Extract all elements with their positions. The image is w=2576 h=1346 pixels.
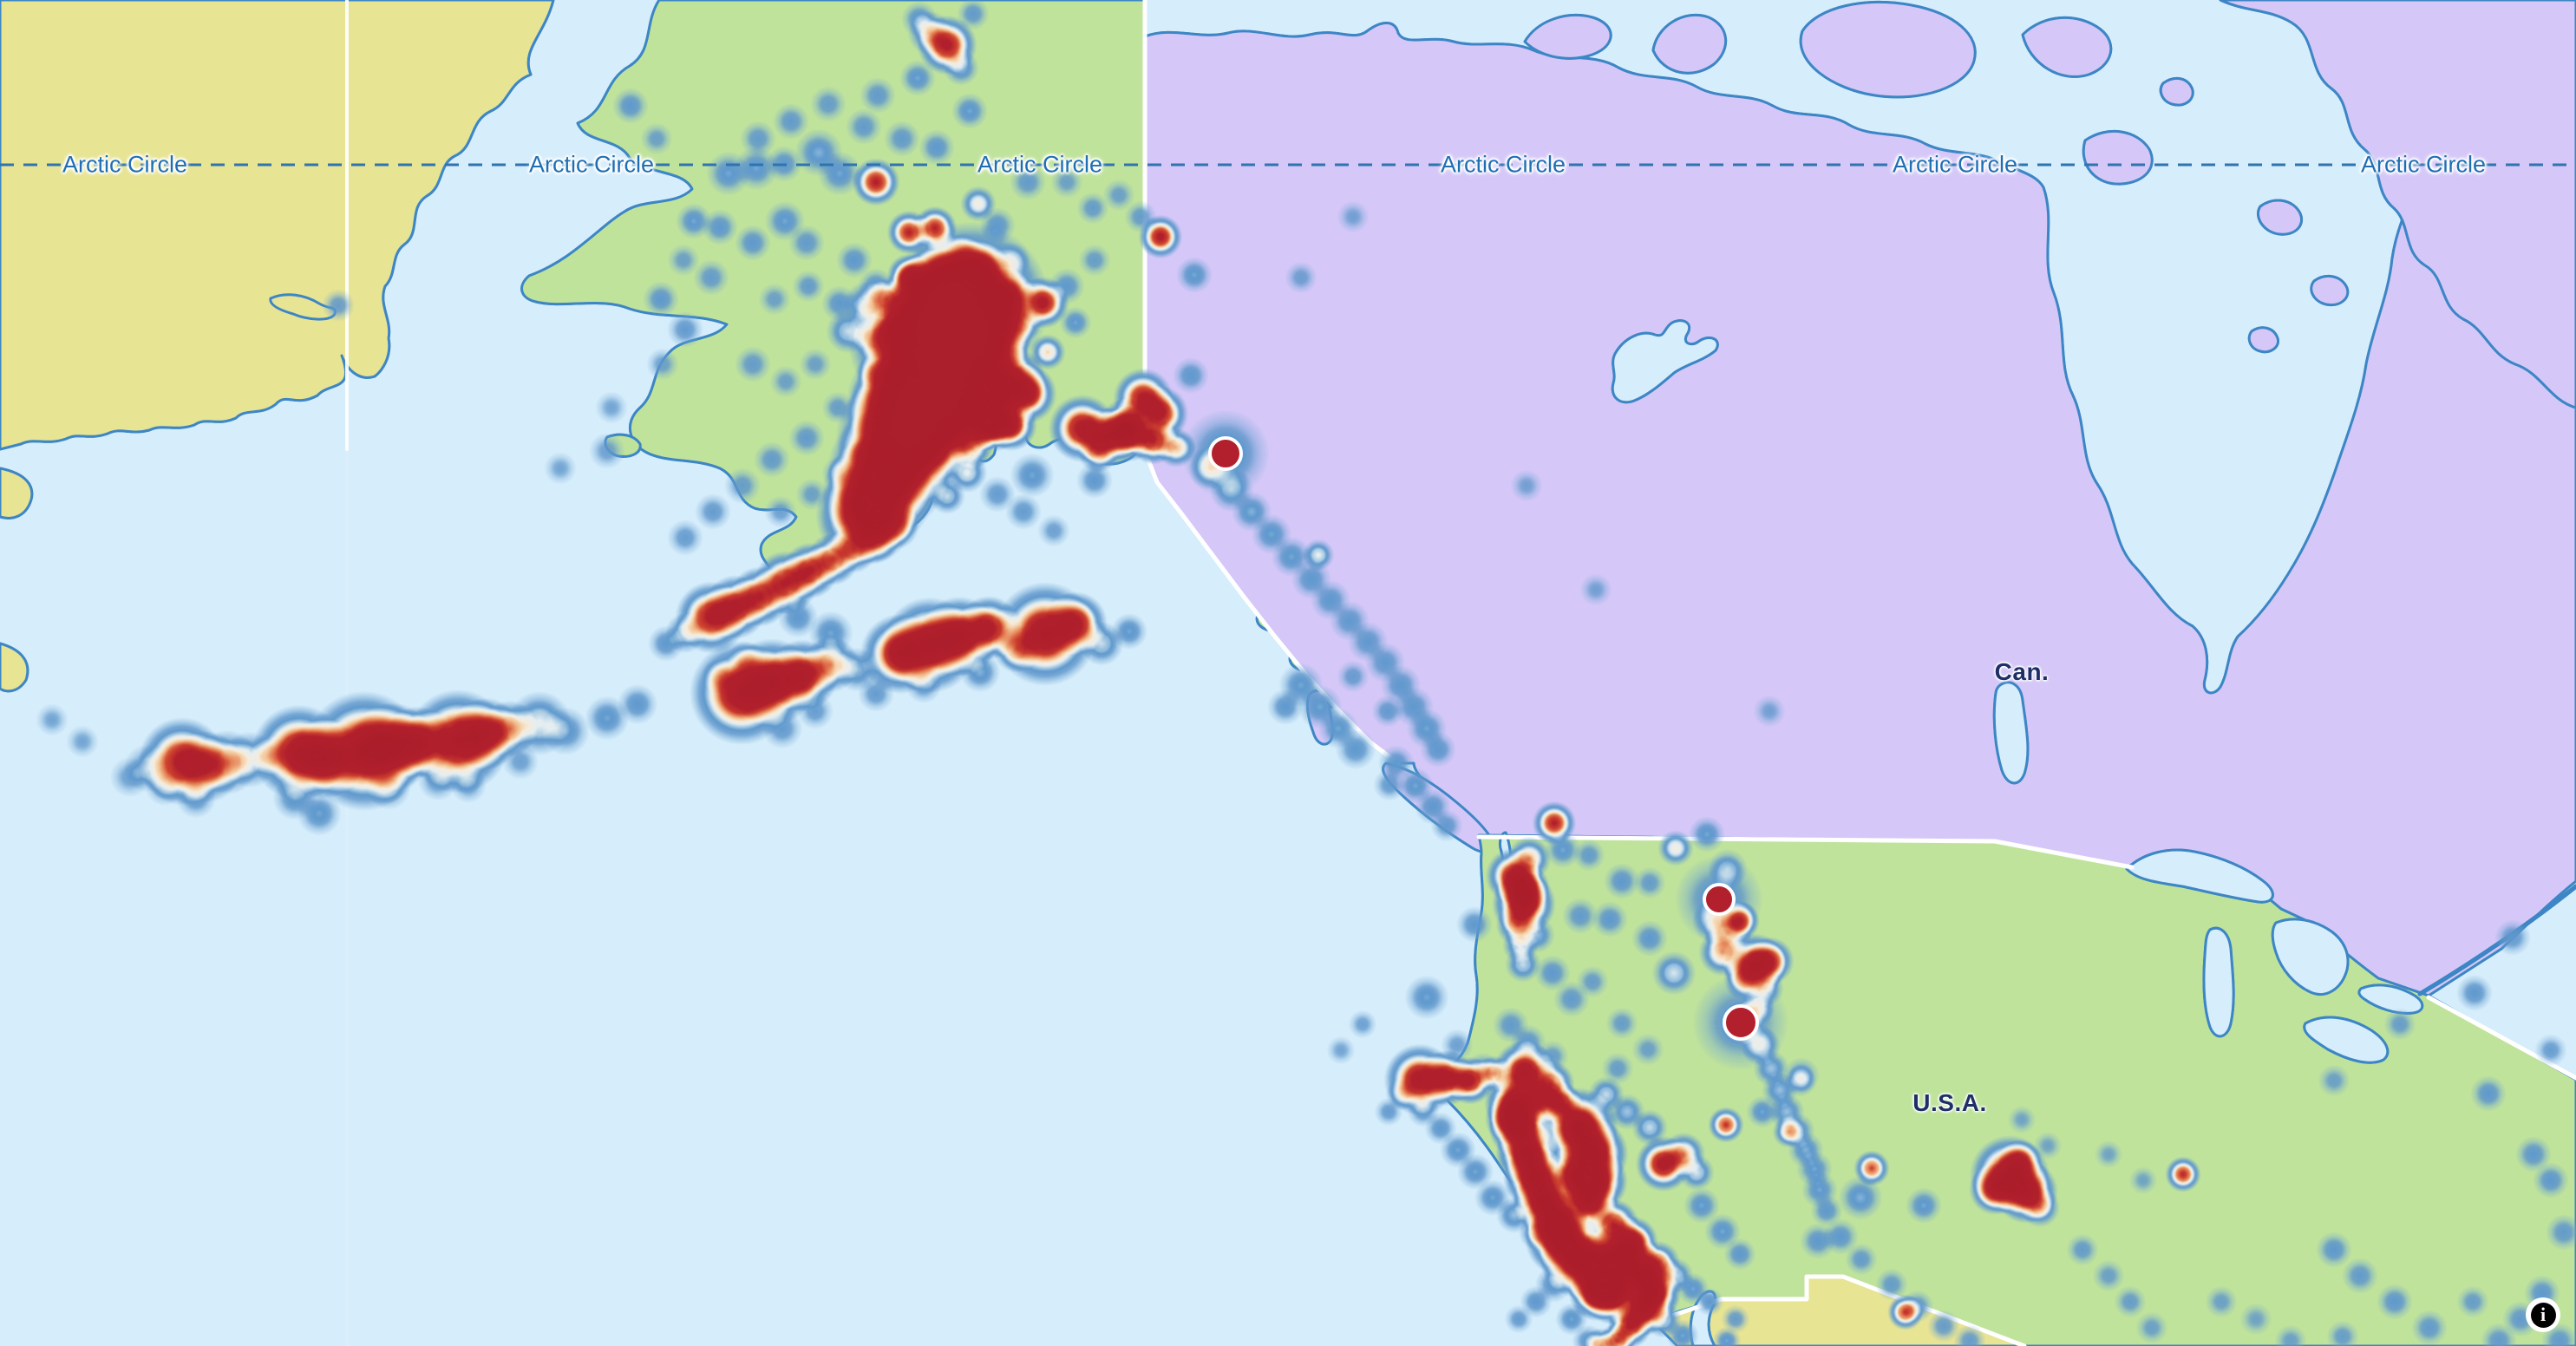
event-marker bbox=[1703, 883, 1736, 916]
event-marker bbox=[1208, 436, 1243, 471]
event-markers bbox=[1208, 436, 1759, 1041]
event-marker bbox=[1723, 1004, 1759, 1041]
info-button[interactable]: i bbox=[2526, 1297, 2560, 1332]
info-icon: i bbox=[2530, 1302, 2556, 1328]
